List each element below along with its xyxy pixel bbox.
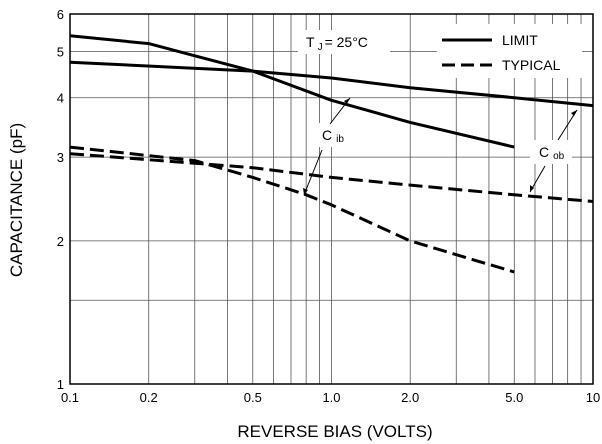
y-tick-label: 6: [57, 7, 64, 22]
cib-arrowhead-lower: [303, 188, 308, 195]
cib-annotation-bg: [315, 123, 355, 147]
cib-arrowhead-upper: [344, 98, 350, 104]
y-tick-label: 2: [57, 234, 64, 249]
x-tick-label: 0.1: [61, 390, 79, 405]
temperature-label-main: T: [306, 34, 315, 50]
x-tick-label: 5.0: [505, 390, 523, 405]
cob-label-main: C: [539, 144, 549, 160]
series: [69, 34, 594, 274]
x-tick-label: 10: [586, 390, 600, 405]
plot-frame: [69, 13, 594, 385]
cib-label-main: C: [322, 127, 332, 143]
x-axis-label: REVERSE BIAS (VOLTS): [237, 422, 432, 441]
y-tick-label: 3: [57, 150, 64, 165]
temperature-annotation-bg: [298, 30, 390, 54]
y-axis-label: CAPACITANCE (pF): [7, 123, 26, 277]
legend-background: [437, 24, 582, 78]
legend: LIMIT TYPICAL: [437, 24, 582, 78]
x-tick-label: 0.5: [244, 390, 262, 405]
cib-arrow-lower: [303, 149, 323, 196]
x-tick-label: 0.2: [140, 390, 158, 405]
y-tick-label: 5: [57, 45, 64, 60]
temperature-annotation: T J = 25°C: [298, 30, 390, 54]
cob-annotation-bg: [530, 140, 572, 164]
x-tick-label: 2.0: [401, 390, 419, 405]
typical-curve-4: [69, 152, 594, 203]
temperature-label: T J = 25°C: [306, 34, 368, 53]
cob-arrowhead-lower: [530, 185, 534, 192]
legend-label-limit: LIMIT: [502, 32, 538, 48]
y-tick-label: 4: [57, 91, 64, 106]
cob-label-sub: ob: [553, 151, 565, 162]
tick-labels: 0.1 0.2 0.5 1.0 2.0 5.0 10 1 2 3 4 5 6: [57, 7, 600, 405]
legend-label-typical: TYPICAL: [502, 57, 561, 73]
limit-curve-2: [69, 60, 594, 108]
temperature-label-rest: = 25°C: [325, 34, 368, 50]
x-tick-label: 1.0: [322, 390, 340, 405]
cib-label-sub: ib: [336, 134, 344, 145]
typical-curve-3: [69, 145, 515, 274]
y-tick-label: 1: [57, 377, 64, 392]
temperature-label-sub: J: [318, 42, 323, 53]
cob-arrowhead-upper: [571, 110, 577, 116]
